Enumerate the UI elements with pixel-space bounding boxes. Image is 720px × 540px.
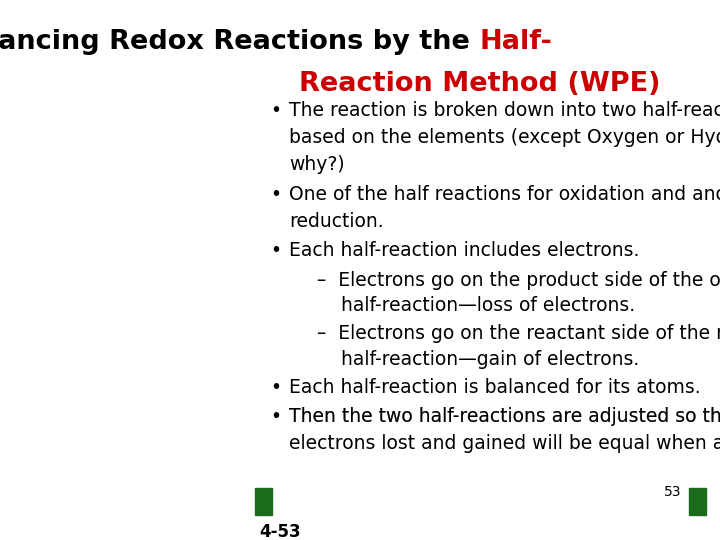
Text: Then the two half-reactions are adjusted so that: Then the two half-reactions are adjusted… — [289, 408, 720, 427]
Bar — [688, 489, 706, 515]
Text: why?): why?) — [289, 156, 345, 174]
Text: half-reaction—gain of electrons.: half-reaction—gain of electrons. — [317, 350, 639, 369]
Text: reduction.: reduction. — [289, 212, 384, 231]
Text: •: • — [270, 241, 282, 260]
Text: Each half-reaction is balanced for its atoms.: Each half-reaction is balanced for its a… — [289, 378, 701, 397]
Text: 4-53: 4-53 — [259, 523, 301, 540]
Text: The reaction is broken down into two half-reactions,: The reaction is broken down into two hal… — [289, 102, 720, 120]
Text: Then the two half-reactions are adjusted so that: Then the two half-reactions are adjusted… — [289, 408, 720, 427]
Text: Then the two half-reactions are adjusted so that the: Then the two half-reactions are adjusted… — [289, 408, 720, 427]
Text: Reaction Method (WPE): Reaction Method (WPE) — [299, 71, 660, 97]
Text: One of the half reactions for oxidation and another for: One of the half reactions for oxidation … — [289, 185, 720, 204]
Text: Then the two half-reactions are adjusted so that the: Then the two half-reactions are adjusted… — [289, 408, 720, 427]
Text: Each half-reaction includes electrons.: Each half-reaction includes electrons. — [289, 241, 640, 260]
Text: •: • — [270, 102, 282, 120]
Text: half-reaction—loss of electrons.: half-reaction—loss of electrons. — [317, 296, 635, 315]
Bar — [255, 489, 272, 515]
Text: –  Electrons go on the reactant side of the reduction: – Electrons go on the reactant side of t… — [317, 325, 720, 343]
Text: •: • — [270, 408, 282, 427]
Text: Half-: Half- — [480, 29, 553, 55]
Text: based on the elements (except Oxygen or Hydrogen,: based on the elements (except Oxygen or … — [289, 129, 720, 147]
Text: Balancing Redox Reactions by the: Balancing Redox Reactions by the — [0, 29, 480, 55]
Text: electrons lost and gained will be equal when added.: electrons lost and gained will be equal … — [289, 434, 720, 454]
Text: 53: 53 — [664, 485, 682, 499]
Text: •: • — [270, 378, 282, 397]
Text: Then the two half-reactions are adjusted so that the: Then the two half-reactions are adjusted… — [289, 408, 720, 427]
Text: –  Electrons go on the product side of the oxidation: – Electrons go on the product side of th… — [317, 271, 720, 290]
Text: •: • — [270, 185, 282, 204]
